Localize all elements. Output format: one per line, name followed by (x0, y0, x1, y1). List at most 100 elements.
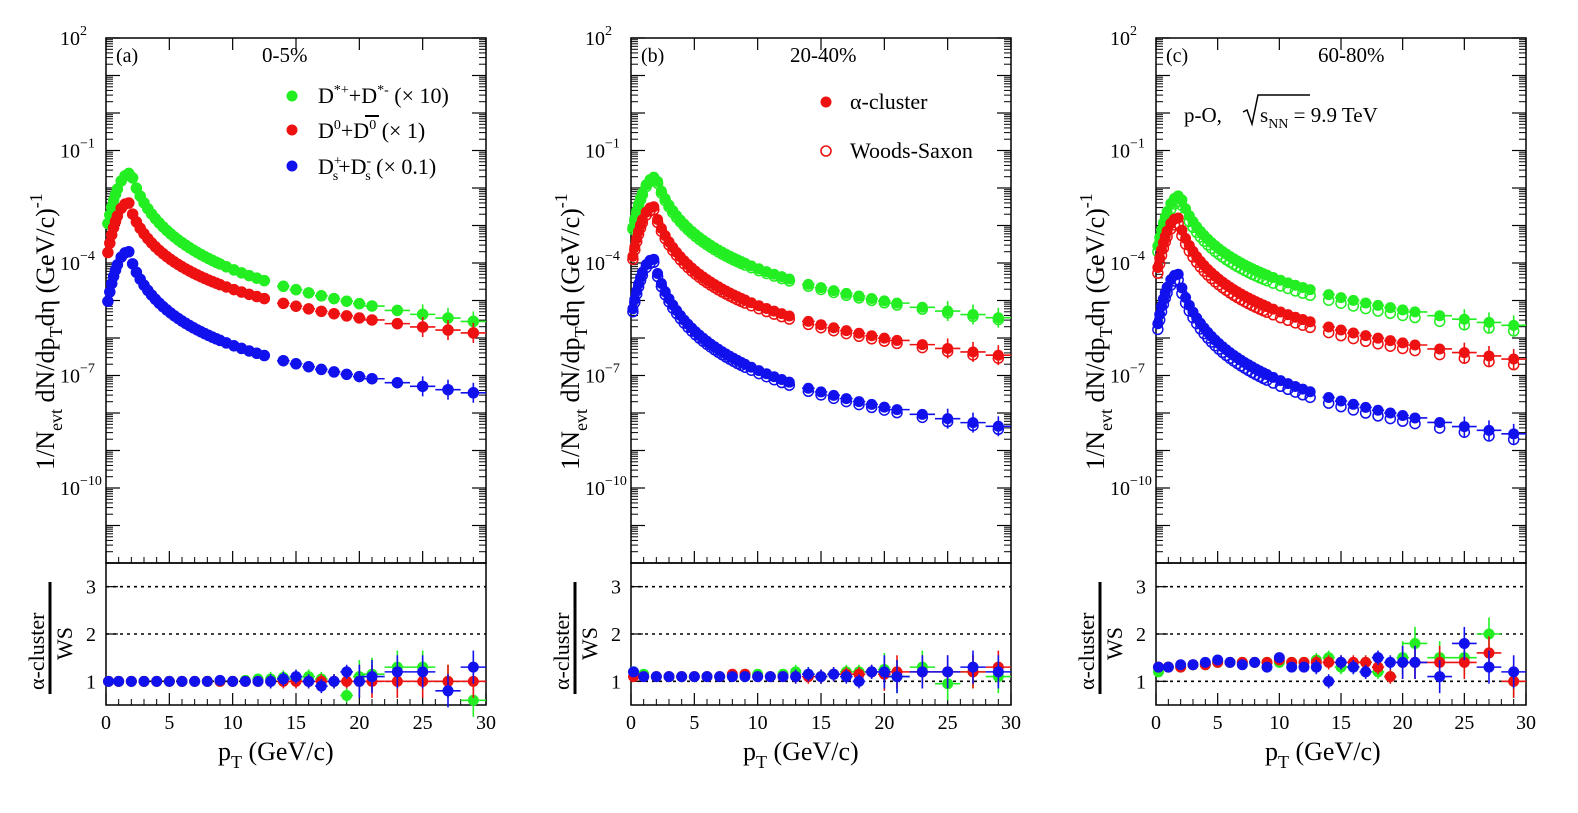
ratio-point (303, 675, 315, 687)
spectrum-point-alpha (391, 304, 403, 316)
spectrum-point-alpha (652, 268, 664, 280)
panel-c-label: (c) (1166, 45, 1188, 67)
spectrum-point-alpha (916, 301, 928, 313)
ratio-point (417, 666, 429, 678)
spectrum-point-alpha (391, 377, 403, 389)
spectrum-point-alpha (942, 413, 954, 425)
x-tick-label: 0 (626, 712, 636, 734)
spectrum-point-alpha (878, 295, 890, 307)
spectrum-point-alpha (391, 318, 403, 330)
spectrum-point-alpha (1483, 316, 1495, 328)
spectrum-point-alpha (627, 303, 639, 315)
panel-a-points (102, 167, 486, 403)
ratio-point (1360, 666, 1372, 678)
energy-text: sNN = 9.9 TeV (1260, 103, 1378, 132)
ratio-point (252, 675, 264, 687)
spectrum-point-alpha (303, 287, 315, 299)
spectrum-point-alpha (417, 380, 429, 392)
ratio-point (1483, 661, 1495, 673)
spectrum-point-alpha (366, 373, 378, 385)
ratio-point (1162, 661, 1174, 673)
x-tick-label: 15 (811, 712, 831, 734)
legend-label-ws: Woods-Saxon (850, 138, 973, 163)
spectrum-point-alpha (1323, 289, 1335, 301)
spectrum-point-alpha (442, 312, 454, 324)
spectrum-point-alpha (967, 346, 979, 358)
spectrum-point-alpha (1508, 428, 1520, 440)
spectrum-point-alpha (442, 324, 454, 336)
spectrum-point-alpha (828, 389, 840, 401)
spectrum-point-alpha (1483, 350, 1495, 362)
spectrum-point-alpha (967, 309, 979, 321)
y-axis-title-c: 1/Nevt dN/dpTdη (GeV/c)-1 (1076, 193, 1116, 470)
y-tick-label: 10−10 (1110, 474, 1152, 500)
legend-marker-alpha (820, 96, 832, 108)
spectrum-point-alpha (303, 303, 315, 315)
x-tick-label: 10 (748, 712, 768, 734)
x-tick-label: 25 (938, 712, 958, 734)
ratio-point (777, 671, 789, 683)
ratio-point (739, 671, 751, 683)
ratio-point (151, 675, 163, 687)
spectrum-point-alpha (1304, 284, 1316, 296)
x-tick-label: 20 (1393, 712, 1413, 734)
ratio-point (726, 671, 738, 683)
spectrum-point-alpha (1434, 343, 1446, 355)
ratio-point (1152, 661, 1164, 673)
spectrum-point-alpha (1434, 310, 1446, 322)
x-tick-label: 5 (689, 712, 699, 734)
spectrum-point-alpha (655, 278, 667, 290)
y-tick-label: 10−7 (1110, 362, 1145, 388)
ratio-point (1384, 671, 1396, 683)
panel-b-main-frame (630, 37, 1012, 564)
legend-label-ds: D+ s+D-s (× 0.1) (318, 154, 436, 184)
ratio-point (1323, 675, 1335, 687)
ratio-point (1458, 656, 1470, 668)
ratio-point (802, 668, 814, 680)
panel-a-centrality: 0-5% (262, 43, 308, 67)
x-tick-label: 0 (1151, 712, 1161, 734)
spectrum-point-alpha (992, 312, 1004, 324)
ratio-point (1286, 661, 1298, 673)
ratio-point (866, 666, 878, 678)
legend-marker-ds (286, 160, 298, 172)
y-tick-label: 102 (1110, 24, 1137, 50)
spectrum-point-alpha (1372, 299, 1384, 311)
spectrum-point-alpha (315, 363, 327, 375)
y-tick-label: 102 (585, 24, 612, 50)
ratio-point (467, 661, 479, 673)
spectrum-point-alpha (942, 342, 954, 354)
spectrum-point-alpha (1360, 401, 1372, 413)
ratio-point (1458, 637, 1470, 649)
spectrum-point-alpha (467, 327, 479, 339)
spectrum-point-alpha (328, 308, 340, 320)
x-tick-label: 25 (1454, 712, 1474, 734)
spectrum-point-alpha (102, 295, 114, 307)
ratio-point (328, 675, 340, 687)
ratio-point (1347, 661, 1359, 673)
spectrum-point-alpha (353, 298, 365, 310)
spectrum-point-alpha (1409, 412, 1421, 424)
y-axis-title-a: 1/Nevt dN/dpTdη (GeV/c)-1 (26, 193, 66, 470)
ratio-point (688, 671, 700, 683)
spectrum-point-alpha (1335, 292, 1347, 304)
ratio-tick-label: 2 (611, 624, 621, 646)
x-tick-label: 30 (476, 712, 496, 734)
ratio-point (125, 675, 137, 687)
spectrum-point-alpha (353, 312, 365, 324)
spectrum-point-alpha (627, 250, 639, 262)
x-tick-label: 30 (1516, 712, 1536, 734)
spectrum-point-alpha (366, 300, 378, 312)
spectrum-point-alpha (258, 293, 270, 305)
panel-a-ticks: 102 10−1 10−4 10−7 10−10 0 5 10 15 20 25 30 1 2 3 (60, 24, 496, 734)
legend-label-d0: D0+D0 (× 1) (318, 118, 425, 143)
spectrum-point-alpha (815, 386, 827, 398)
spectrum-point-alpha (802, 278, 814, 290)
spectrum-point-alpha (1384, 335, 1396, 347)
ratio-tick-label: 1 (86, 671, 96, 693)
spectrum-point-alpha (1483, 424, 1495, 436)
ratio-point (1273, 652, 1285, 664)
